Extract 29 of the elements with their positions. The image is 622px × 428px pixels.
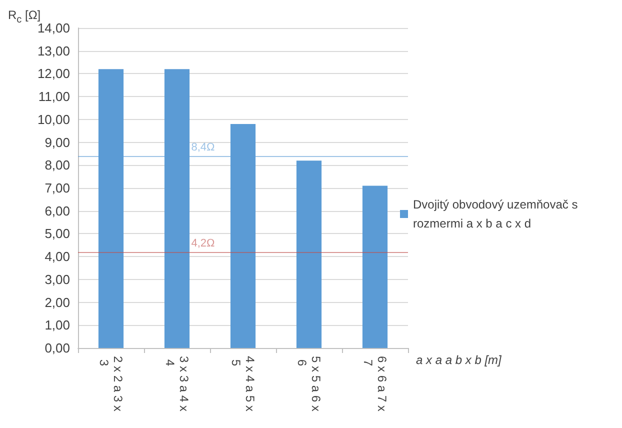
y-tick-label: 14,00 bbox=[37, 20, 70, 36]
x-tick-label: 4 x 4 a 5 x 5 bbox=[229, 356, 257, 412]
y-tick-label: 3,00 bbox=[44, 272, 70, 287]
x-tick-label: 5 x 5 a 6 x 6 bbox=[295, 356, 323, 412]
bar bbox=[362, 186, 388, 348]
y-tick-label: 0,00 bbox=[44, 340, 70, 356]
y-tick-label: 7,00 bbox=[44, 180, 70, 196]
x-tick-label: 6 x 6 a 7 x 7 bbox=[361, 356, 389, 412]
y-tick-label: 2,00 bbox=[44, 294, 70, 310]
bar bbox=[164, 69, 190, 348]
y-tick-label: 10,00 bbox=[37, 112, 70, 127]
y-tick-label: 13,00 bbox=[37, 43, 70, 58]
y-tick-label: 5,00 bbox=[44, 226, 70, 242]
y-tick-label: 9,00 bbox=[44, 134, 70, 150]
y-tick-label: 8,00 bbox=[44, 158, 70, 173]
ref-line-label: 8,4Ω bbox=[191, 142, 215, 154]
bar bbox=[296, 160, 322, 348]
y-tick-label: 11,00 bbox=[38, 89, 70, 104]
y-tick-label: 1,00 bbox=[44, 318, 70, 333]
x-tick-label: 2 x 2 a 3 x 3 bbox=[97, 356, 125, 412]
x-tick-label: 3 x 3 a 4 x 4 bbox=[163, 356, 191, 412]
y-tick-label: 6,00 bbox=[44, 203, 70, 218]
ref-line-label: 4,2Ω bbox=[191, 238, 215, 250]
legend-label: Dvojitý obvodový uzemňovač s rozmermi a x b a c x d bbox=[413, 198, 582, 230]
bar bbox=[230, 124, 256, 348]
x-axis-title: a x a a b x b [m] bbox=[416, 353, 502, 367]
bar bbox=[98, 69, 124, 348]
y-tick-label: 4,00 bbox=[44, 249, 70, 264]
y-tick-label: 12,00 bbox=[37, 66, 70, 82]
